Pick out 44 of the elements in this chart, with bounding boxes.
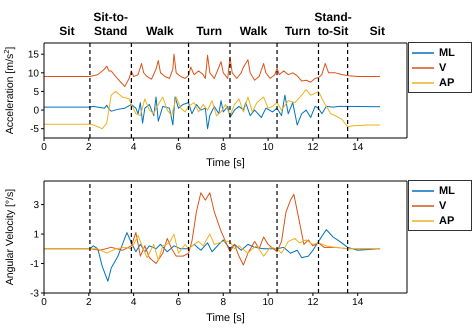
x-tick-label: 2 [86, 297, 92, 308]
y-tick-label: 1 [33, 230, 40, 241]
x-tick-label: 12 [307, 297, 319, 308]
x-tick-label: 6 [176, 297, 182, 308]
legend-label: V [439, 62, 446, 74]
text: Walk [146, 24, 174, 38]
x-tick-label: 6 [176, 142, 182, 154]
y-tick-label: 0 [33, 106, 40, 117]
x-tick-label: 0 [41, 297, 48, 308]
y-tick-label: 15 [28, 50, 40, 61]
x-axis-title: Time [s] [206, 312, 245, 324]
y-tick-label: 3 [33, 200, 40, 212]
text: Sit-to-Stand [93, 10, 128, 38]
text: Walk [240, 24, 268, 38]
legend-label: AP [439, 214, 454, 226]
line-series [44, 54, 381, 88]
legend-label: ML [439, 184, 455, 196]
text: Stand-to-Sit [314, 10, 352, 38]
y-tick-label: -5 [30, 124, 40, 136]
x-tick-label: 8 [220, 142, 226, 154]
text: Sit [370, 24, 385, 38]
y-tick-label: 10 [28, 68, 40, 80]
x-axis-title: Time [s] [206, 157, 245, 169]
x-tick-label: 14 [352, 142, 364, 154]
y-tick-label: 5 [33, 86, 40, 98]
text: Turn [196, 24, 222, 38]
y-axis-title: Angular Velocity [°/s] [4, 188, 16, 286]
legend-label: ML [439, 46, 455, 58]
x-tick-label: 4 [130, 297, 137, 308]
x-tick-label: 8 [220, 297, 226, 308]
x-tick-label: 10 [262, 142, 274, 154]
x-tick-label: 10 [262, 297, 274, 308]
line-series [44, 234, 381, 262]
text: Turn [284, 24, 311, 38]
x-tick-label: 0 [41, 142, 48, 154]
text: Sit [59, 24, 75, 38]
y-tick-label: -1 [30, 259, 40, 270]
x-tick-label: 12 [307, 142, 319, 154]
x-tick-label: 4 [130, 142, 137, 154]
x-tick-label: 14 [352, 297, 364, 308]
legend-label: AP [439, 76, 454, 88]
x-tick-label: 2 [86, 142, 92, 154]
legend-label: V [439, 200, 446, 212]
y-tick-label: -3 [30, 288, 40, 300]
